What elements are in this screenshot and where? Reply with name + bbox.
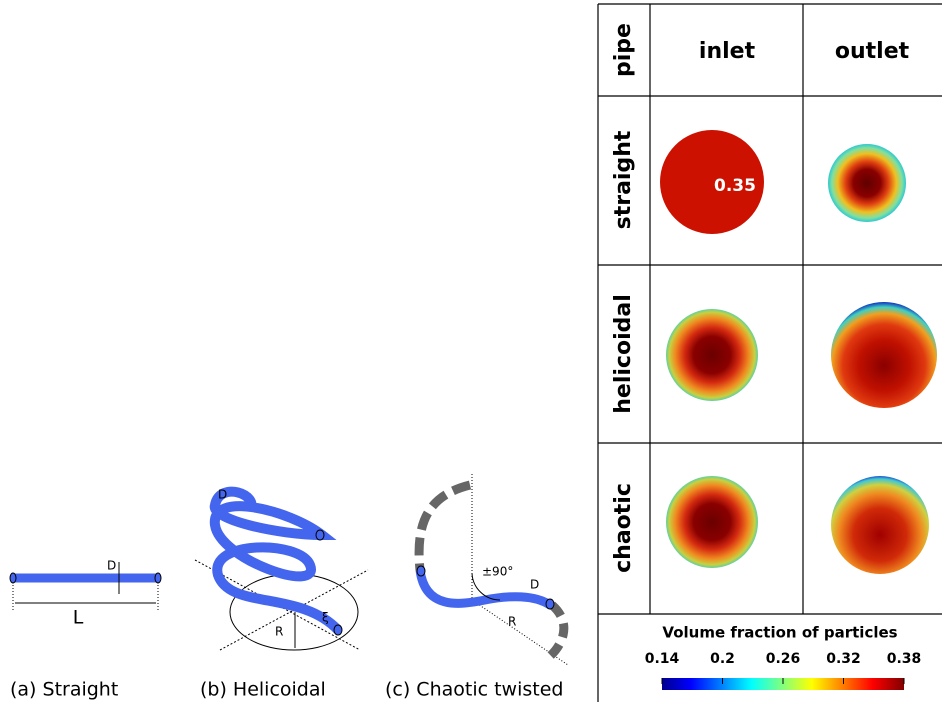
radius-label: R xyxy=(508,615,516,629)
diameter-label: D xyxy=(530,578,539,592)
table-grid xyxy=(597,3,942,702)
caption: (b) Helicoidal xyxy=(200,679,326,701)
row-header: straight xyxy=(611,130,636,229)
length-label: L xyxy=(73,607,84,629)
column-header: outlet xyxy=(835,39,910,64)
colorbar-tick-label: 0.32 xyxy=(826,651,861,667)
inlet-field xyxy=(666,309,758,401)
diameter-label: D xyxy=(107,559,116,573)
angle-label: ξ xyxy=(322,611,329,625)
colorbar-tick-label: 0.2 xyxy=(710,651,735,667)
row-header: helicoidal xyxy=(611,294,636,414)
inlet-field xyxy=(666,476,758,568)
column-header: inlet xyxy=(699,39,756,64)
inlet-field xyxy=(660,130,764,234)
straight-pipe xyxy=(9,562,162,610)
outlet-field xyxy=(831,476,929,574)
colorbar-tick-label: 0.38 xyxy=(887,651,922,667)
colorbar-title: Volume fraction of particles xyxy=(662,624,897,642)
helical-pipe xyxy=(194,486,369,651)
diameter-label: D xyxy=(218,488,227,502)
corner-header: pipe xyxy=(611,23,636,77)
colorbar-tick-label: 0.14 xyxy=(645,651,680,667)
outlet-field xyxy=(831,302,937,408)
caption: (c) Chaotic twisted xyxy=(385,679,563,701)
rotation-label: ±90° xyxy=(482,565,513,579)
chaotic-pipe xyxy=(414,474,569,666)
caption: (a) Straight xyxy=(10,679,118,701)
colorbar-tick-label: 0.26 xyxy=(766,651,801,667)
row-header: chaotic xyxy=(611,483,636,573)
value-annotation: 0.35 xyxy=(714,176,756,196)
radius-label: R xyxy=(275,625,283,639)
outlet-field xyxy=(828,144,906,222)
